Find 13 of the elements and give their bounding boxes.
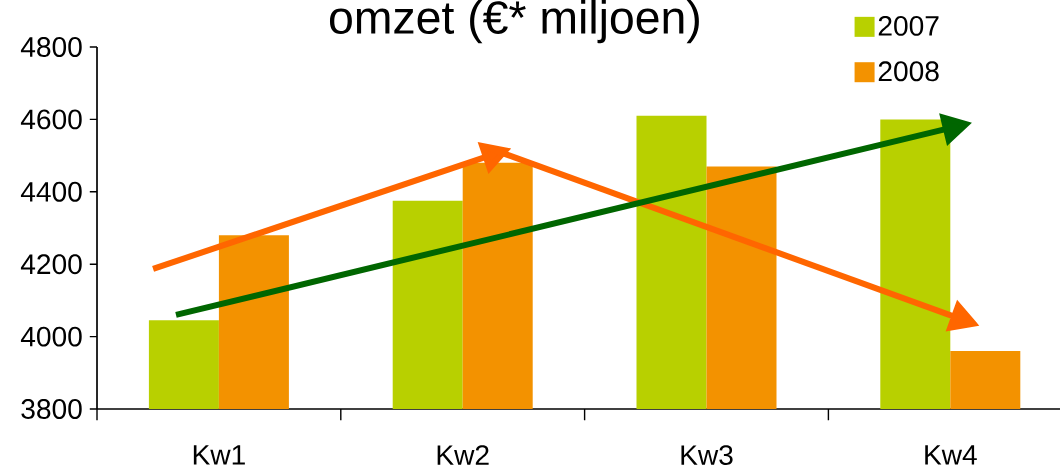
x-tick-label: Kw2 bbox=[437, 445, 489, 465]
x-tick-label: Kw4 bbox=[925, 445, 977, 465]
y-tick-label: 4800 bbox=[20, 37, 82, 57]
x-tick-label: Kw1 bbox=[193, 445, 245, 465]
y-tick-label: 4000 bbox=[20, 326, 82, 347]
chart-title: omzet (€* miljoen) bbox=[329, 0, 699, 44]
legend-label: 2007 bbox=[878, 15, 939, 36]
y-tick-label: 3800 bbox=[21, 399, 82, 419]
y-tick-label: 4600 bbox=[20, 109, 82, 130]
legend-label: 2008 bbox=[878, 61, 939, 82]
y-tick-label: 4200 bbox=[20, 254, 82, 275]
y-tick-label: 4400 bbox=[20, 181, 82, 202]
x-tick-label: Kw3 bbox=[681, 445, 733, 466]
